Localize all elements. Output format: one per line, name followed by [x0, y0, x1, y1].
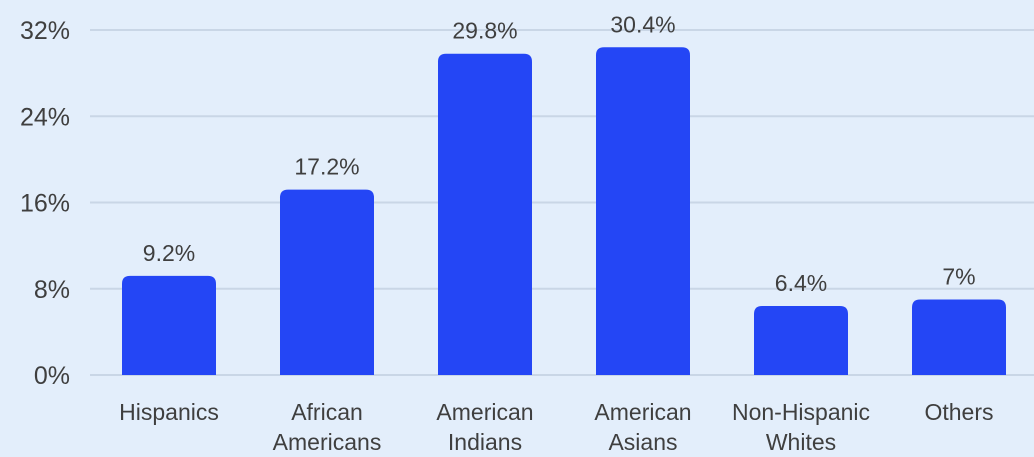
- data-label: 6.4%: [775, 270, 827, 296]
- x-category-label: Hispanics: [119, 399, 219, 425]
- bar: [280, 189, 374, 375]
- x-category-label: Others: [924, 399, 993, 425]
- gridlines: [90, 29, 1034, 376]
- bar: [754, 306, 848, 375]
- x-category-label: American Indians: [436, 399, 533, 452]
- x-category-label: Non-Hispanic Whites: [732, 399, 870, 452]
- data-label: 9.2%: [143, 240, 195, 266]
- y-tick-label: 16%: [20, 190, 70, 218]
- data-label: 7%: [942, 264, 975, 290]
- data-label: 30.4%: [610, 11, 675, 37]
- data-labels: 9.2% 17.2% 29.8% 30.4% 6.4% 7%: [143, 11, 976, 296]
- y-tick-label: 0%: [34, 362, 70, 390]
- bar: [912, 299, 1006, 375]
- y-axis-ticks: 0% 8% 16% 24% 32%: [20, 17, 70, 390]
- bar: [438, 53, 532, 375]
- bar: [596, 47, 690, 375]
- x-category-label: American Asians: [594, 399, 691, 452]
- x-category-label: African Americans: [273, 399, 382, 452]
- data-label: 17.2%: [294, 154, 359, 180]
- y-tick-label: 8%: [34, 276, 70, 304]
- x-axis-labels: Hispanics African Americans American Indians…: [119, 399, 993, 455]
- data-label: 29.8%: [452, 18, 517, 44]
- bar: [122, 275, 216, 375]
- bars: [122, 47, 1006, 375]
- y-tick-label: 32%: [20, 17, 70, 45]
- y-tick-label: 24%: [20, 103, 70, 131]
